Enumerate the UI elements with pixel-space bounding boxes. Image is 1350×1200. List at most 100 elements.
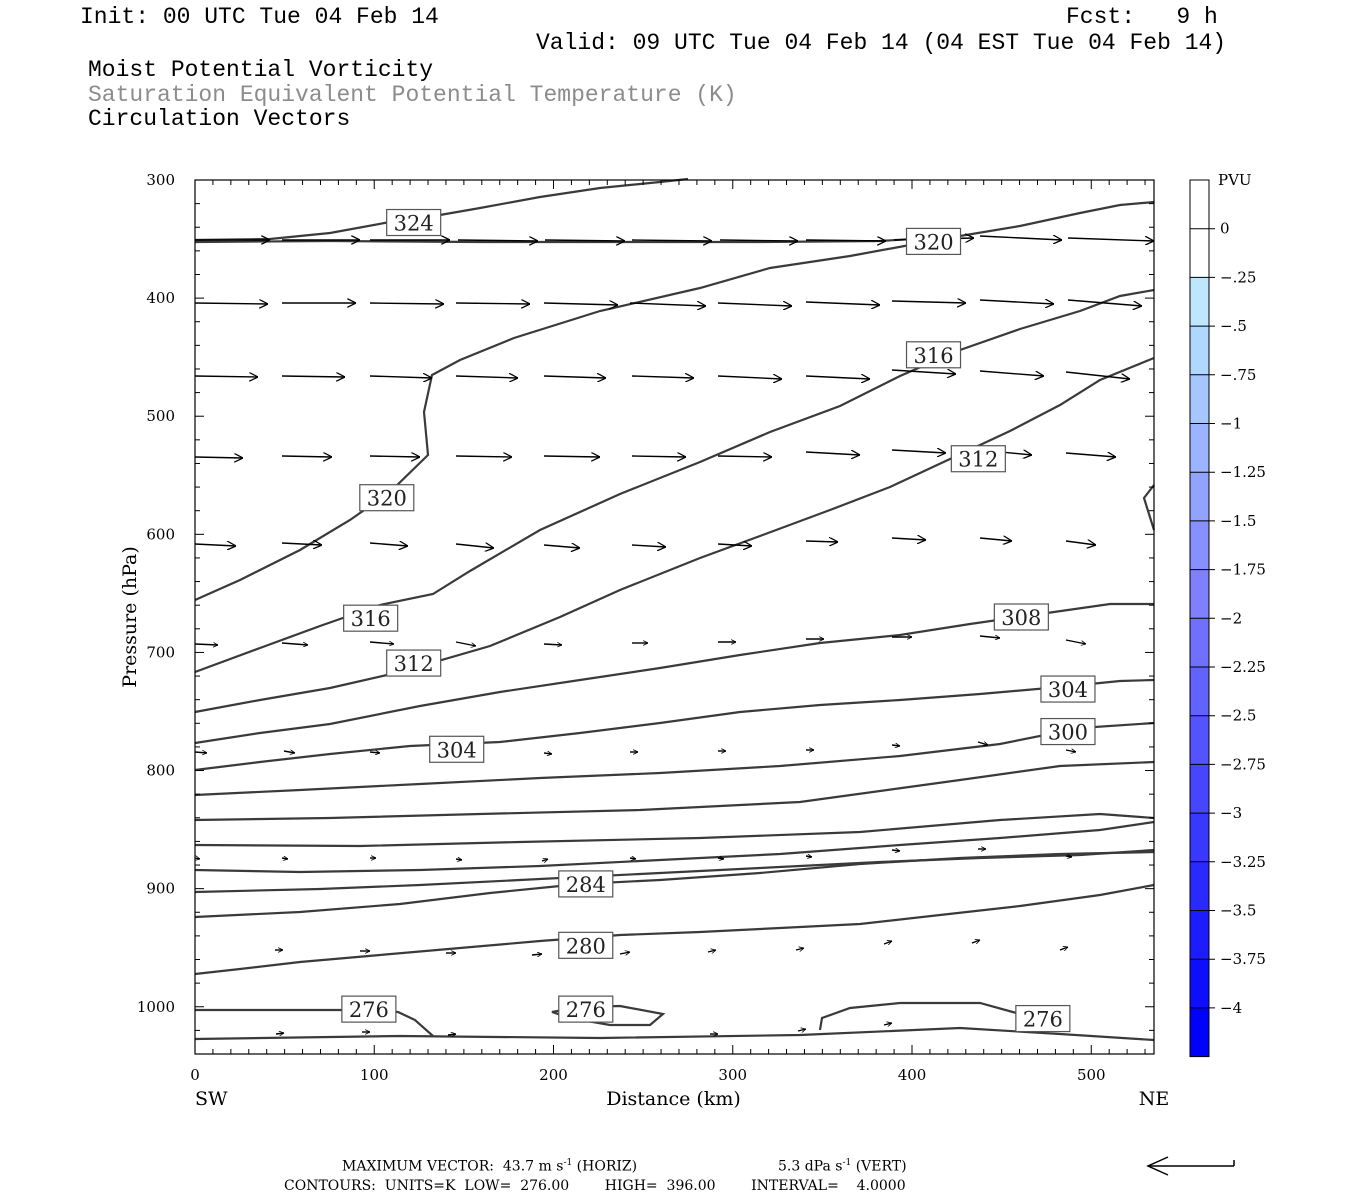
vector: [891, 450, 946, 453]
colorbar-swatch: [1190, 374, 1209, 424]
vector: [1065, 371, 1130, 379]
contour-label: 316: [913, 344, 953, 368]
vector: [797, 1029, 806, 1031]
colorbar-swatch: [1190, 813, 1209, 862]
contour-label: 284: [566, 873, 606, 897]
contour-label-box: [1040, 675, 1096, 703]
vector: [971, 940, 980, 943]
contour-label-box: [950, 445, 1006, 473]
exp-vert: -1: [842, 1158, 852, 1168]
contour-label: 308: [1001, 606, 1041, 630]
y-tick-label: 800: [146, 762, 175, 780]
y-tick-label: 1000: [137, 998, 175, 1016]
contour-label-box: [558, 995, 614, 1023]
contour-label-box: [359, 484, 415, 512]
vector: [447, 1034, 456, 1035]
contour-label: 320: [367, 487, 407, 511]
vector: [631, 376, 694, 378]
forecast-hour: Fcst: 9 h: [1066, 4, 1218, 30]
vector: [281, 543, 322, 545]
vector: [805, 452, 860, 455]
plot-frame: [194, 179, 1155, 1055]
contour-label: 312: [958, 448, 998, 472]
contour-276-right: [818, 1001, 1021, 1031]
contour-296: [194, 760, 1155, 822]
vector: [541, 859, 548, 861]
vector: [369, 642, 394, 644]
colorbar-label: −.25: [1220, 268, 1256, 286]
contour-label: 276: [349, 998, 389, 1022]
vector: [631, 545, 666, 547]
contour-label: 304: [1048, 678, 1088, 702]
contour-label-box: [993, 603, 1049, 631]
vector: [531, 954, 542, 955]
colorbar-label: 0: [1220, 220, 1230, 238]
right-endpoint-label: NE: [1139, 1088, 1170, 1110]
contour-label-box: [558, 931, 614, 959]
exp-horiz: -1: [563, 1158, 573, 1168]
colorbar-label: −1.25: [1220, 463, 1266, 481]
colorbar-swatch: [1190, 520, 1209, 570]
field-label-theta-es: Saturation Equivalent Potential Temperat…: [88, 82, 737, 108]
vector: [455, 376, 518, 378]
contour-label: 300: [1048, 721, 1088, 745]
vector: [717, 456, 772, 457]
vector: [891, 850, 900, 851]
contour-label-box: [1040, 717, 1096, 746]
colorbar-swatch: [1190, 959, 1209, 1008]
vector: [455, 303, 530, 304]
vector: [805, 856, 812, 857]
vector: [195, 858, 200, 859]
contour-label: 324: [394, 212, 434, 236]
contour-label: 276: [566, 998, 606, 1022]
colorbar-swatch: [1190, 277, 1209, 327]
vector: [883, 1023, 892, 1025]
colorbar-label: −3.75: [1220, 950, 1266, 968]
contour-320: [194, 234, 961, 602]
contour-292: [194, 812, 1155, 848]
vector: [543, 303, 618, 305]
contour-label-box: [558, 870, 614, 898]
colorbar-label: −3.5: [1220, 902, 1256, 920]
colorbar-swatch: [1190, 423, 1209, 473]
vector: [543, 456, 600, 457]
vector: [1065, 856, 1072, 857]
y-tick-label: 700: [146, 643, 175, 661]
contour-label: 280: [566, 934, 606, 958]
vector: [891, 301, 966, 303]
max-vector-label: MAXIMUM VECTOR:: [342, 1158, 494, 1175]
y-tick-label: 500: [146, 407, 175, 425]
vector: [619, 952, 630, 954]
colorbar-label: −2.5: [1220, 707, 1256, 725]
vector: [455, 859, 462, 860]
vector: [631, 240, 712, 241]
reference-vector-arrow: [1146, 1156, 1235, 1176]
y-tick-label: 600: [146, 525, 175, 543]
y-tick-label: 900: [146, 880, 175, 898]
contour-label: 320: [913, 230, 953, 254]
vector: [281, 858, 288, 859]
max-vector-vert-unit: (VERT): [855, 1158, 907, 1175]
vector: [891, 538, 926, 540]
colorbar-swatch: [1190, 618, 1209, 667]
vector: [717, 544, 752, 546]
contour-label: 304: [437, 738, 477, 762]
colorbar-label: −2.25: [1220, 658, 1266, 676]
vector: [891, 745, 900, 746]
x-tick-label: 0: [190, 1066, 200, 1084]
x-tick-label: 100: [360, 1066, 389, 1084]
contour-label: 316: [351, 607, 391, 631]
colorbar-swatch: [1190, 667, 1209, 716]
vector: [891, 370, 956, 374]
vector: [883, 941, 892, 944]
vector: [805, 240, 886, 241]
colorbar-swatch: [1190, 861, 1209, 911]
vector: [1065, 453, 1116, 457]
contour-288: [194, 820, 1155, 874]
vector: [194, 752, 207, 753]
contour-label-box: [905, 227, 962, 256]
vector: [281, 376, 345, 377]
vector: [455, 456, 512, 457]
colorbar-unit: PVU: [1218, 171, 1252, 189]
